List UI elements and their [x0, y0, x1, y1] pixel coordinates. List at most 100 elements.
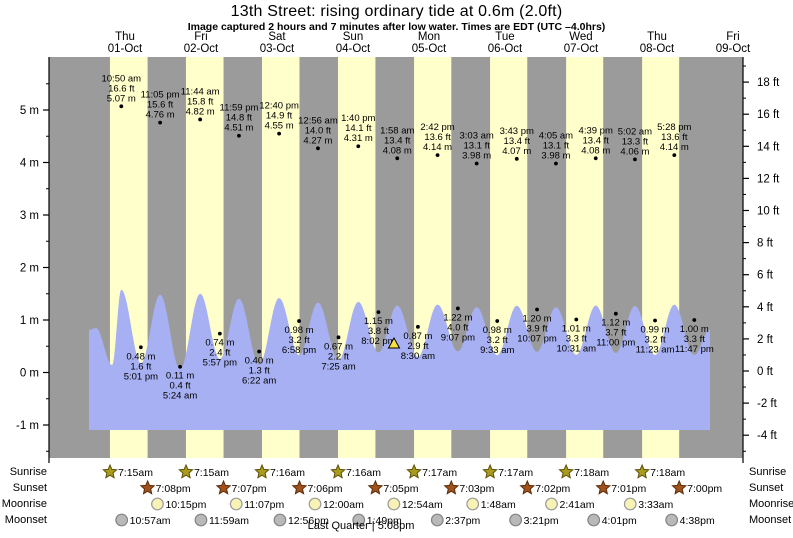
day-date-label: 06-Oct [488, 43, 523, 55]
current-time-marker-icon [387, 336, 401, 349]
day-name-label: Fri [726, 31, 739, 43]
right-axis-tick-label: 16 ft [757, 109, 780, 121]
high-tide-label: 2:42 pm [420, 122, 454, 133]
chart-subtitle: Image captured 2 hours and 7 minutes aft… [187, 21, 606, 33]
sunrise-star-icon [558, 463, 575, 479]
low-tide-label: 4.0 ft [447, 322, 468, 333]
right-axis-tick-label: 18 ft [757, 77, 780, 89]
astro-time-label: 11:59am [209, 515, 249, 527]
sunrise-star-icon [254, 463, 270, 479]
astro-time-label: 7:17am [422, 467, 457, 479]
high-tide-dot [633, 157, 637, 162]
low-tide-label: 8:02 pm [361, 336, 395, 347]
astro-time-label: 7:05pm [383, 483, 418, 495]
high-tide-dot [554, 161, 558, 166]
high-tide-dot [514, 156, 519, 161]
sunrise-star-icon [178, 463, 194, 479]
high-tide-label: 12:40 pm [259, 101, 299, 112]
astro-time-label: 7:07pm [232, 483, 267, 495]
low-tide-dot [376, 310, 381, 315]
astro-time-label: 3:33am [638, 499, 673, 511]
low-tide-dot [217, 331, 222, 336]
sunset-star-icon [367, 479, 384, 495]
moonset-circle-icon [509, 513, 523, 527]
high-tide-label: 4.07 m [502, 146, 531, 157]
high-tide-label: 3:03 am [459, 131, 493, 142]
astro-time-label: 4:38pm [680, 515, 715, 527]
moonset-circle-icon [430, 513, 444, 527]
low-tide-dot [416, 324, 420, 329]
low-tide-label: 3.9 ft [526, 324, 547, 335]
low-tide-dot [574, 317, 579, 322]
high-tide-label: 4:05 am [539, 131, 573, 142]
chart-title: 13th Street: rising ordinary tide at 0.6… [230, 3, 563, 20]
sunset-star-icon [139, 479, 156, 495]
low-tide-dot [535, 307, 539, 312]
high-tide-dot [435, 153, 440, 158]
low-tide-label: 0.4 ft [170, 381, 191, 392]
high-tide-label: 4.55 m [265, 121, 294, 132]
day-name-label: Tue [495, 31, 514, 43]
sunrise-star-icon [406, 463, 422, 479]
astro-time-label: 1:48am [481, 499, 516, 511]
high-tide-label: 14.9 ft [266, 111, 293, 122]
astro-time-label: 7:00pm [687, 483, 722, 495]
high-tide-label: 15.6 ft [147, 100, 174, 111]
day-date-label: 02-Oct [184, 43, 219, 55]
moonrise-circle-icon [308, 497, 322, 511]
low-tide-label: 1.22 m [443, 312, 472, 323]
left-axis-tick-label: 4 m [20, 158, 39, 170]
astro-time-label: 7:15am [118, 467, 153, 479]
right-axis-tick-label: 0 ft [757, 366, 774, 378]
low-tide-label: 8:30 am [401, 351, 435, 362]
low-tide-label: 0.40 m [245, 356, 274, 367]
moonset-circle-icon [273, 513, 287, 527]
low-tide-dot [692, 318, 697, 322]
low-tide-label: 1.20 m [523, 314, 552, 325]
moonset-circle-icon [665, 513, 679, 527]
high-tide-label: 11:44 am [181, 86, 220, 97]
astro-time-label: 7:16am [346, 467, 381, 479]
high-tide-label: 13.4 ft [384, 135, 411, 146]
day-name-label: Wed [569, 31, 592, 43]
day-name-label: Thu [647, 31, 667, 43]
astro-time-label: 3:21pm [524, 515, 559, 527]
high-tide-label: 13.4 ft [504, 136, 531, 147]
high-tide-label: 10:50 am [101, 73, 141, 84]
high-tide-dot [395, 156, 400, 161]
high-tide-label: 4.31 m [344, 133, 373, 144]
low-tide-label: 3.3 ft [684, 334, 705, 345]
high-tide-label: 3:43 pm [500, 126, 534, 137]
tide-curve [89, 289, 710, 430]
right-axis-tick-label: 4 ft [757, 302, 774, 314]
moonrise-circle-icon [623, 497, 637, 511]
moonrise-row-label-right: Moonrise [749, 498, 793, 510]
low-tide-label: 2.2 ft [328, 351, 349, 362]
low-tide-label: 0.74 m [205, 338, 234, 349]
high-tide-label: 11:05 pm [141, 90, 180, 101]
low-tide-label: 5:57 pm [203, 358, 237, 369]
moonset-circle-icon [194, 513, 208, 527]
left-axis-tick-label: 1 m [20, 315, 39, 327]
high-tide-label: 14.1 ft [345, 123, 372, 134]
sunset-star-icon [595, 479, 612, 495]
astro-time-label: 4:01pm [602, 515, 637, 527]
low-tide-label: 9:07 pm [441, 332, 475, 343]
sunset-star-icon [519, 479, 536, 495]
left-axis-tick-label: 3 m [20, 210, 39, 222]
right-axis-tick-label: -4 ft [757, 430, 778, 442]
high-tide-label: 4.27 m [303, 135, 332, 146]
astro-time-label: 11:07pm [244, 499, 284, 511]
low-tide-dot [257, 349, 262, 354]
day-date-label: 05-Oct [412, 43, 447, 55]
moon-phase-text: Last Quarter | 5:08pm [307, 520, 415, 532]
high-tide-label: 4.08 m [581, 145, 610, 156]
low-tide-label: 6:22 am [242, 376, 276, 387]
high-tide-label: 14.0 ft [305, 125, 332, 136]
left-axis-tick-label: 2 m [20, 263, 39, 275]
astro-time-label: 7:18am [574, 467, 609, 479]
day-name-label: Mon [418, 31, 440, 43]
low-tide-label: 7:25 am [321, 361, 355, 372]
high-tide-label: 13.1 ft [463, 141, 490, 152]
